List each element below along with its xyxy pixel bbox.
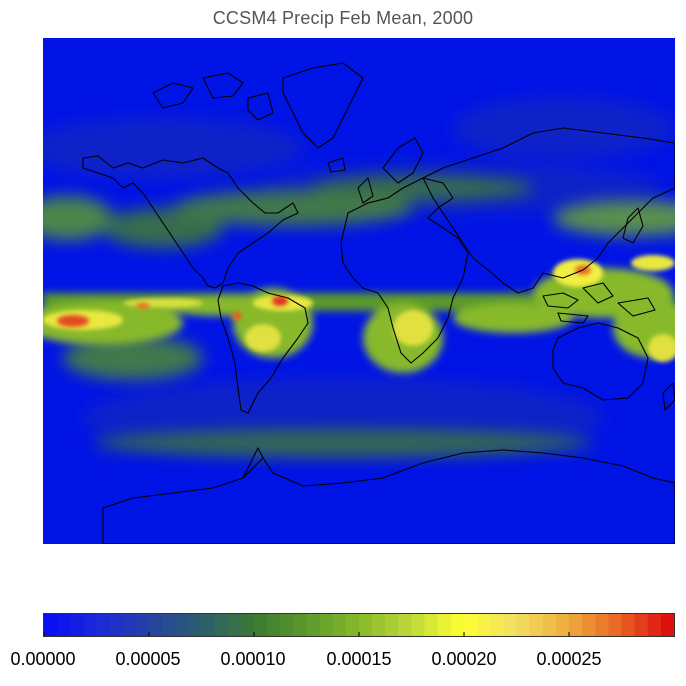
coast-greenland xyxy=(282,62,364,149)
colorbar-bin xyxy=(267,614,281,636)
coast-maritime-continent xyxy=(542,282,656,324)
colorbar-bin xyxy=(490,614,504,636)
coast-scandinavia xyxy=(382,137,424,184)
colorbar-bin xyxy=(240,614,255,636)
colorbar-bin xyxy=(162,614,176,636)
colorbar-tick-label: 0.00000 xyxy=(10,649,76,669)
coast-antarctic-peninsula xyxy=(242,447,264,479)
colorbar-bin xyxy=(96,614,111,636)
colorbar-bin xyxy=(608,614,623,636)
coast-antarctica xyxy=(102,449,675,544)
colorbar-bin xyxy=(122,614,137,636)
coast-uk xyxy=(327,157,374,204)
colorbar-bin xyxy=(464,614,478,636)
coast-south-america xyxy=(217,282,309,414)
colorbar-tick-labels: 0.00000 0.00005 0.00010 0.00015 0.00020 … xyxy=(0,649,686,673)
colorbar-bin xyxy=(44,614,58,636)
colorbar-bin xyxy=(569,614,583,636)
colorbar-bin xyxy=(555,614,570,636)
colorbar-bin xyxy=(385,614,399,636)
colorbar-bin xyxy=(450,614,465,636)
colorbar-bin xyxy=(227,614,242,636)
coast-europe-africa xyxy=(340,177,469,364)
colorbar-bin xyxy=(424,614,439,636)
map-canvas xyxy=(43,38,675,544)
colorbar-bin xyxy=(149,614,163,636)
colorbar-bin xyxy=(398,614,413,636)
colorbar-bin xyxy=(254,614,268,636)
colorbar-bin xyxy=(109,614,124,636)
colorbar-bin xyxy=(529,614,544,636)
coast-australia xyxy=(552,322,649,401)
colorbar-bin xyxy=(621,614,636,636)
coast-new-zealand xyxy=(662,382,675,411)
colorbar-tick-label: 0.00020 xyxy=(431,649,497,669)
coast-japan xyxy=(622,207,644,244)
colorbar-bin xyxy=(332,614,347,636)
colorbar-bin xyxy=(516,614,531,636)
colorbar-bin xyxy=(477,614,491,636)
colorbar xyxy=(43,613,675,637)
storm-tracks xyxy=(43,176,675,457)
colorbar-bin xyxy=(135,614,150,636)
colorbar-bin xyxy=(280,614,294,636)
colorbar-bin xyxy=(542,614,557,636)
coastlines xyxy=(82,62,675,544)
colorbar-bin xyxy=(595,614,609,636)
colorbar-bin xyxy=(582,614,596,636)
colorbar-bin xyxy=(188,614,203,636)
map-title: CCSM4 Precip Feb Mean, 2000 xyxy=(212,8,474,28)
colorbar-bin xyxy=(372,614,386,636)
colorbar-bin xyxy=(437,614,452,636)
colorbar-bin xyxy=(214,614,229,636)
colorbar-bin xyxy=(83,614,98,636)
colorbar-bin xyxy=(293,614,308,636)
colorbar-bin xyxy=(634,614,649,636)
colorbar-tick-label: 0.00010 xyxy=(220,649,286,669)
colorbar-bin xyxy=(411,614,426,636)
colorbar-bin xyxy=(306,614,321,636)
colorbar-bin xyxy=(70,614,84,636)
precipitation-map xyxy=(43,38,675,544)
colorbar-bin xyxy=(201,614,216,636)
colorbar-gradient xyxy=(44,614,674,636)
colorbar-tick-label: 0.00005 xyxy=(115,649,181,669)
colorbar-bin xyxy=(175,614,189,636)
colorbar-bin xyxy=(359,614,373,636)
colorbar-tick-label: 0.00015 xyxy=(326,649,392,669)
colorbar-bin xyxy=(660,614,674,636)
coast-arctic-islands xyxy=(152,72,274,121)
coast-north-america xyxy=(82,155,299,289)
colorbar-bin xyxy=(57,614,71,636)
colorbar-tick-label: 0.00025 xyxy=(536,649,602,669)
colorbar-bin xyxy=(319,614,334,636)
colorbar-bin xyxy=(647,614,662,636)
coast-asia xyxy=(422,127,675,294)
colorbar-bin xyxy=(503,614,518,636)
colorbar-bin xyxy=(345,614,360,636)
